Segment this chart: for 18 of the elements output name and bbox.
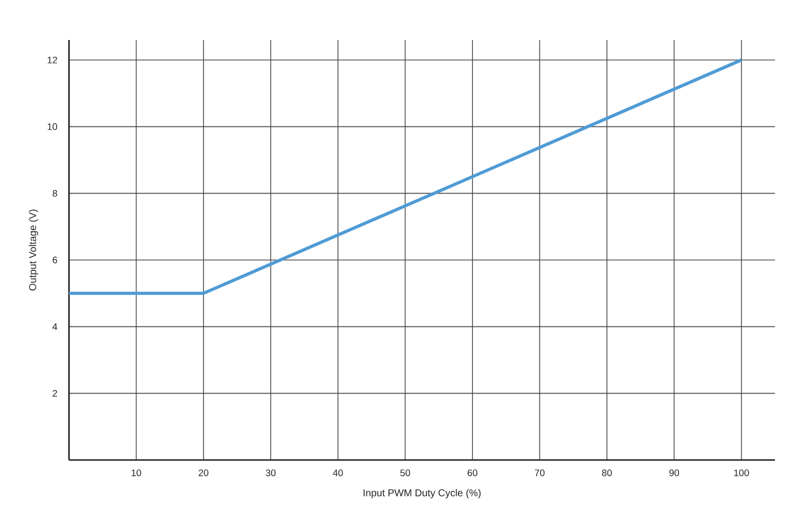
x-tick-label: 40 bbox=[332, 469, 343, 476]
y-tick-label: 12 bbox=[48, 56, 58, 64]
x-tick-label: 90 bbox=[669, 469, 680, 476]
y-tick-label: 6 bbox=[52, 256, 58, 264]
x-tick-label: 70 bbox=[534, 469, 545, 476]
y-tick-label: 8 bbox=[52, 190, 58, 197]
y-tick-label: 2 bbox=[52, 390, 58, 397]
x-tick-label: 20 bbox=[198, 469, 208, 476]
x-tick-label: 50 bbox=[400, 469, 410, 476]
y-axis-title: Output Voltage (V) bbox=[28, 210, 38, 291]
y-tick-label: 10 bbox=[48, 123, 58, 130]
x-axis-title: Input PWM Duty Cycle (%) bbox=[364, 489, 481, 498]
x-tick-label: 10 bbox=[132, 469, 142, 476]
x-tick-label: 30 bbox=[266, 469, 276, 476]
x-tick-label: 100 bbox=[734, 469, 749, 476]
x-tick-label: 80 bbox=[602, 469, 612, 476]
x-tick-label: 60 bbox=[468, 469, 478, 476]
y-tick-label: 4 bbox=[52, 323, 58, 330]
